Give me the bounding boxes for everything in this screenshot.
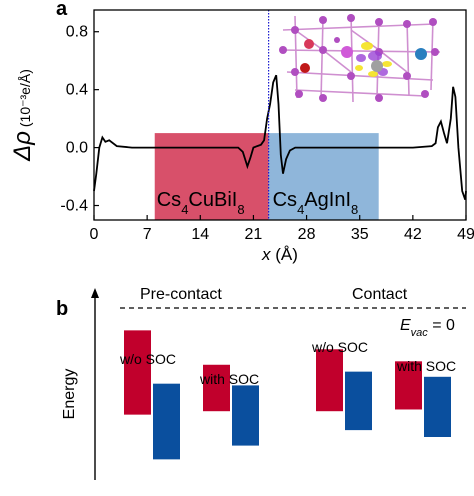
panel-b-label: b (56, 298, 68, 320)
energy-axis-label: Energy (61, 369, 78, 420)
region-boxes: Cs4CuBiI8 Cs4AgInI8 (154, 133, 379, 220)
y-tick-label: -0.4 (60, 198, 88, 215)
group-2-red-bar (203, 364, 230, 412)
y-tick-label: 0.0 (66, 140, 88, 157)
energy-axis-arrow (91, 288, 99, 298)
group-4-label: with SOC (396, 358, 456, 374)
x-tick-label: 21 (245, 226, 263, 243)
plot-frame (93, 9, 467, 221)
y-tick-label: 0.4 (66, 82, 88, 99)
x-tick-label: 28 (298, 226, 316, 243)
group-3-red-bar (316, 349, 343, 412)
x-tick-label: 7 (143, 226, 152, 243)
group-2-blue-bar (232, 385, 259, 446)
panel-a: Cs4CuBiI8 Cs4AgInI8 0 7 14 21 28 35 42 49 -0.4 0.0… (9, 9, 474, 264)
axis-ticks: 0 7 14 21 28 35 42 49 -0.4 0.0 0.4 0.8 x (Å) Δρ (10⁻³… (9, 24, 474, 264)
panel-a-label: a (56, 0, 68, 20)
x-tick-label: 49 (457, 226, 474, 243)
group-3-label: w/o SOC (311, 339, 368, 355)
x-tick-label: 42 (404, 226, 422, 243)
group-3-header: Contact (352, 286, 408, 303)
group-1-header: Pre-contact (140, 286, 222, 303)
group-1-label: w/o SOC (119, 351, 176, 367)
group-1-red-bar (124, 330, 151, 415)
crystal-structure-inset (279, 13, 441, 103)
region-2-label: Cs4AgInI8 (273, 189, 359, 217)
group-1-blue-bar (153, 383, 180, 460)
group-4-blue-bar (424, 376, 451, 437)
x-tick-label: 0 (90, 226, 99, 243)
group-2-label: with SOC (199, 371, 259, 387)
y-tick-label: 0.8 (66, 24, 88, 41)
y-axis-label: Δρ (10⁻³e/Å) (9, 69, 36, 162)
delta-rho-line (93, 74, 467, 200)
panel-b: Evac = 0 Energy w/o SOC Pre-contact with SOC… (61, 286, 466, 480)
region-1-label: Cs4CuBiI8 (157, 189, 245, 217)
x-tick-label: 35 (351, 226, 369, 243)
group-4-red-bar (395, 361, 422, 410)
evac-label: Evac = 0 (400, 317, 455, 339)
x-axis-label: x (Å) (261, 245, 298, 264)
group-3-blue-bar (345, 371, 372, 431)
x-tick-label: 14 (191, 226, 209, 243)
